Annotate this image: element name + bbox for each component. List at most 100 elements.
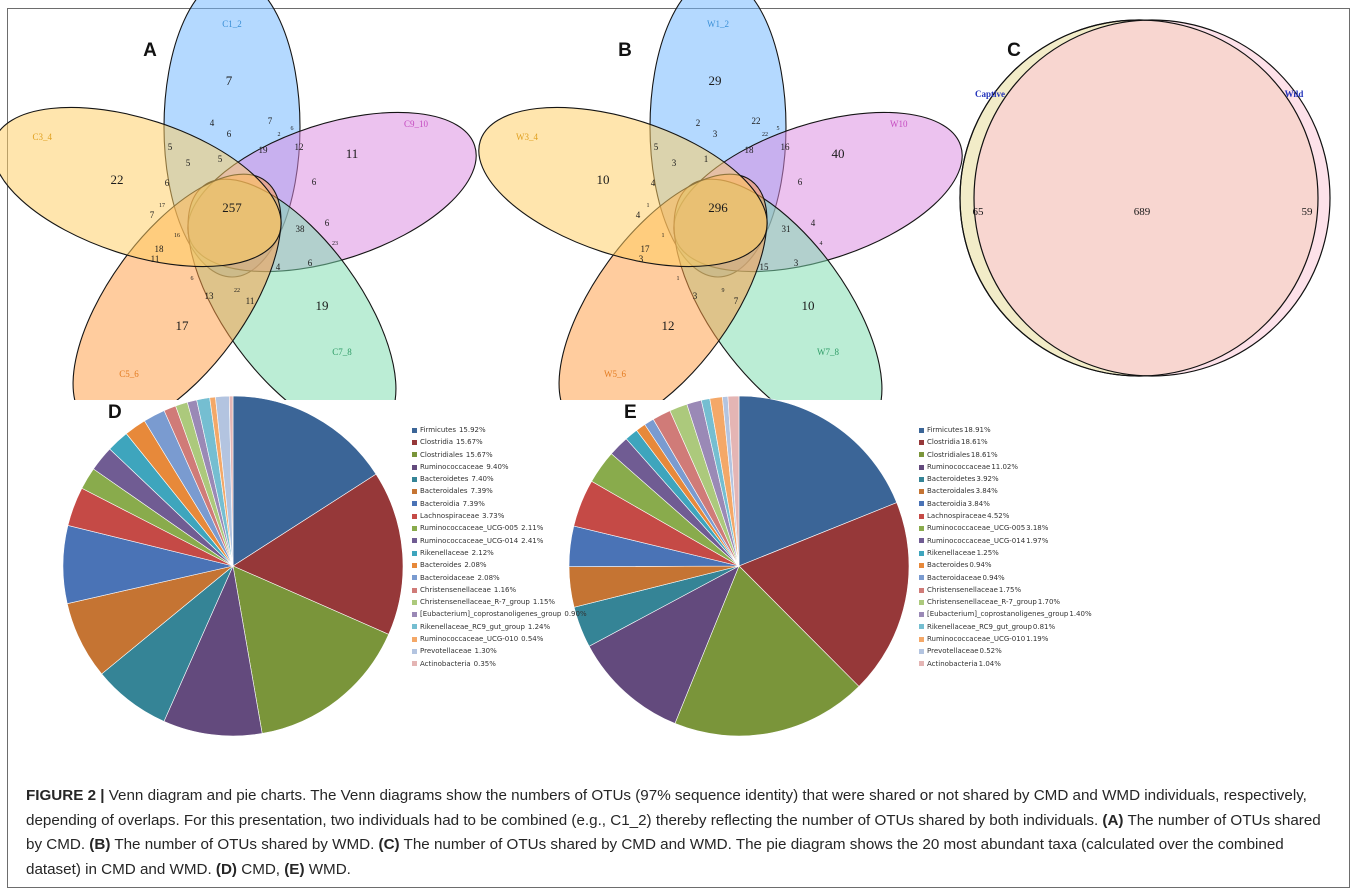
legend-label: Clostridia <box>927 438 961 447</box>
legend-percent: 0.52% <box>979 647 1002 656</box>
venn-region-count: 3 <box>672 158 677 168</box>
venn-region-count: 6 <box>798 177 803 187</box>
venn-unique-count: 17 <box>176 318 190 333</box>
pie-slice-firmicutes <box>232 396 377 567</box>
legend-label: Prevotellaceae <box>420 647 472 656</box>
legend-label: Christensenellaceae <box>420 585 491 594</box>
panel-letter-d: D <box>108 402 122 423</box>
legend-percent: 15.92% <box>458 426 486 434</box>
venn-region-count: 1 <box>662 233 665 239</box>
panel-letter-b: B <box>618 40 632 61</box>
venn-region-count: 22 <box>234 288 240 294</box>
legend-label: Actinobacteria <box>420 659 471 668</box>
venn-region-count: 4 <box>276 262 281 272</box>
legend-label: [Eubacterium]_coprostanoligenes_group <box>927 610 1069 619</box>
legend-item: Actinobacteria 0.35% <box>412 658 587 670</box>
venn-set-label: C7_8 <box>332 347 352 357</box>
legend-percent: 1.24% <box>527 622 551 631</box>
legend-item: [Eubacterium]_coprostanoligenes_group 1.4… <box>919 608 1092 620</box>
legend-percent: 0.35% <box>473 659 496 668</box>
legend-swatch <box>412 550 417 556</box>
legend-swatch <box>412 439 417 445</box>
legend-percent: 2.08% <box>464 561 487 570</box>
venn-set-label-wild: Wild <box>1285 89 1304 99</box>
venn-c: Captive Wild 65 59 689 <box>959 19 1331 377</box>
venn-region-count: 6 <box>191 276 194 282</box>
legend-percent: 3.73% <box>482 512 505 521</box>
legend-label: Bacteroides <box>927 561 969 570</box>
venn-region-count: 1 <box>704 154 709 164</box>
legend-cmd: Firmicutes 15.92% Clostridia 15.67% Clostrid… <box>412 424 587 670</box>
legend-item: Bacteroidia 7.39% <box>412 498 587 510</box>
legend-swatch <box>412 513 417 519</box>
legend-percent: 0.94% <box>982 573 1005 582</box>
legend-label: Rikenellaceae <box>420 548 469 557</box>
pie-slice-ruminococcaceae <box>588 565 740 724</box>
venn-set-label: W5_6 <box>604 369 626 379</box>
pie-slice-clostridia <box>738 502 910 687</box>
venn-unique-count: 10 <box>597 172 610 187</box>
venn-region-count: 9 <box>722 288 725 294</box>
venn-unique-count: 12 <box>662 318 675 333</box>
legend-percent: 7.40% <box>471 475 494 484</box>
legend-item: Rikenellaceae 2.12% <box>412 547 587 559</box>
venn-region-count: 3 <box>693 291 698 301</box>
legend-percent: 1.15% <box>532 598 556 607</box>
venn-region-count: 5 <box>777 126 780 132</box>
legend-item: Actinobacteria 1.04% <box>919 658 1092 670</box>
pie-slice-actinobacteria <box>727 396 740 567</box>
legend-item: Ruminococcaceae_UCG-010 1.19% <box>919 633 1092 645</box>
legend-percent: 15.67% <box>465 450 493 459</box>
legend-swatch <box>412 648 417 654</box>
venn-unique-count: 40 <box>832 146 845 161</box>
legend-swatch <box>412 489 417 495</box>
venn-region-count: 1 <box>647 203 650 209</box>
legend-item: Clostridia 15.67% <box>412 436 587 448</box>
legend-label: Christensenellaceae <box>927 585 998 594</box>
legend-swatch <box>412 452 417 458</box>
legend-swatch <box>919 661 924 667</box>
legend-label: Bacteroidetes <box>927 475 976 484</box>
legend-swatch <box>412 575 417 581</box>
legend-label: Clostridiales <box>927 450 970 459</box>
venn-set-label: C9_10 <box>404 119 429 129</box>
legend-swatch <box>919 526 924 532</box>
legend-label: [Eubacterium]_coprostanoligenes_group <box>420 610 562 619</box>
legend-item: [Eubacterium]_coprostanoligenes_group 0.9… <box>412 608 587 620</box>
legend-label: Firmicutes <box>927 426 963 434</box>
legend-percent: 0.54% <box>521 635 544 644</box>
caption-figure-label: FIGURE 2 | <box>26 787 105 804</box>
legend-swatch <box>919 501 924 507</box>
legend-label: Bacteroidales <box>927 487 975 496</box>
legend-item: Prevotellaceae 0.52% <box>919 645 1092 657</box>
legend-percent: 3.84% <box>967 499 990 508</box>
panel-letter-c: C <box>1007 40 1021 61</box>
caption-a-text: The number of OTUs shared by CMD. <box>26 811 1321 854</box>
legend-percent: 1.97% <box>1026 536 1049 545</box>
venn-region-count: 19 <box>259 145 269 155</box>
legend-swatch <box>412 538 417 544</box>
legend-item: Bacteroidales 7.39% <box>412 485 587 497</box>
venn-region-count: 18 <box>155 244 165 254</box>
venn-region-count: 13 <box>205 291 215 301</box>
venn-region-count: 7 <box>268 116 273 126</box>
caption-e-text: WMD. <box>304 860 351 878</box>
venn-region-count: 1 <box>677 276 680 282</box>
legend-item: Rikenellaceae 1.25% <box>919 547 1092 559</box>
legend-swatch <box>919 464 924 470</box>
legend-item: Lachnospiraceae 3.73% <box>412 510 587 522</box>
legend-swatch <box>919 513 924 519</box>
legend-swatch <box>919 587 924 593</box>
venn-region-count: 2 <box>278 132 281 138</box>
venn-captive-only-count: 65 <box>973 206 985 218</box>
legend-swatch <box>919 624 924 630</box>
venn-region-count: 12 <box>295 142 304 152</box>
legend-item: Ruminococcaceae 11.02% <box>919 461 1092 473</box>
legend-label: Ruminococcaceae_UCG-010 <box>420 635 519 644</box>
legend-swatch <box>412 427 417 433</box>
legend-label: Rikenellaceae_RC9_gut_group <box>420 622 525 631</box>
legend-item: Lachnospiraceae 4.52% <box>919 510 1092 522</box>
legend-percent: 0.90% <box>564 610 587 619</box>
legend-item: Ruminococcaceae_UCG-010 0.54% <box>412 633 587 645</box>
